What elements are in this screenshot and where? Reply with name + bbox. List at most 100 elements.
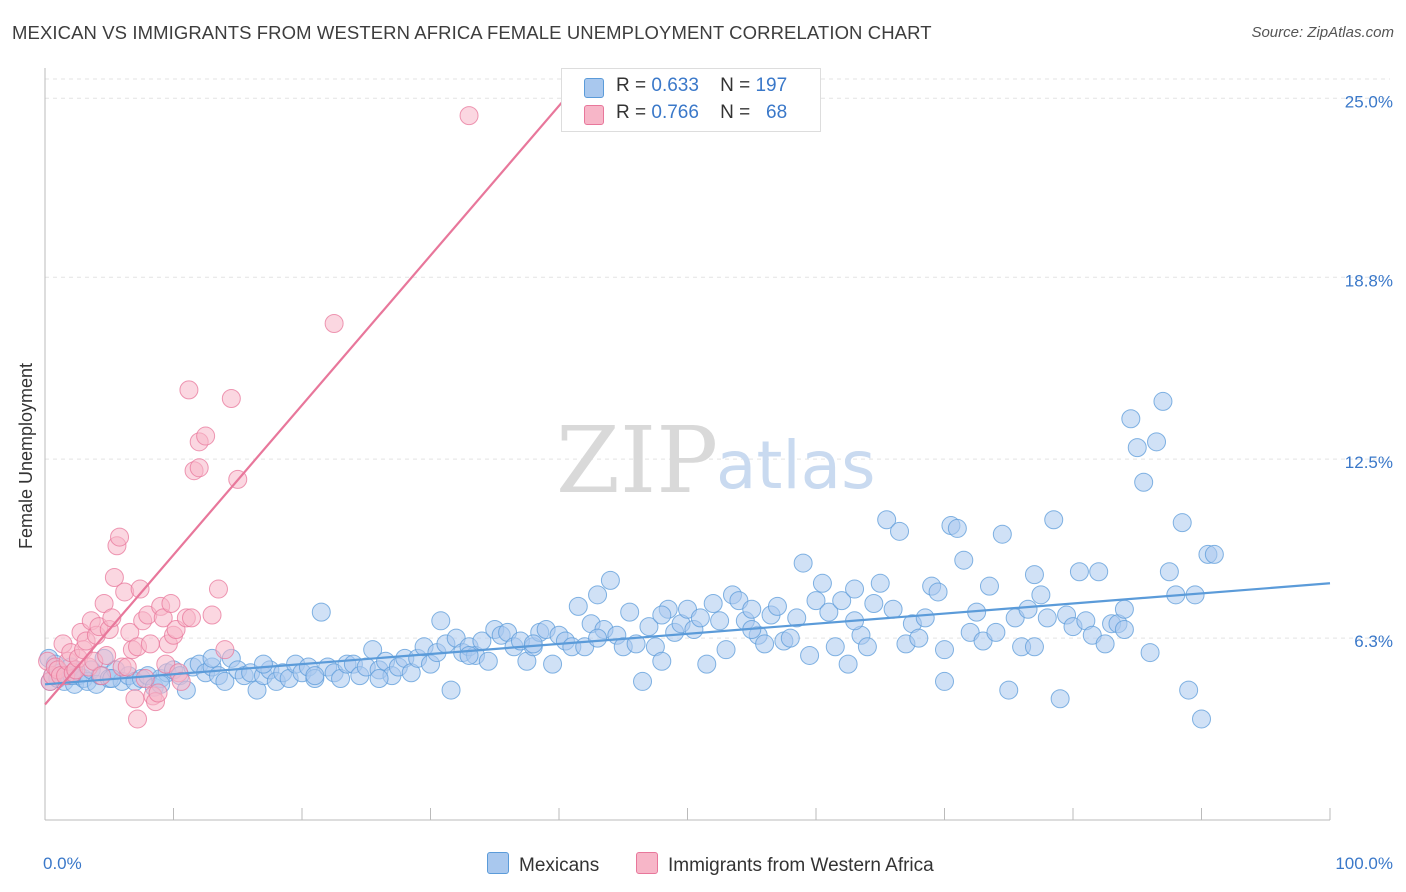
y-tick-label: 25.0%	[1345, 92, 1393, 111]
data-point	[620, 602, 640, 622]
source-label: Source: ZipAtlas.com	[1251, 24, 1394, 41]
watermark-zip: ZIP	[556, 407, 718, 514]
legend-swatch-mexicans	[584, 78, 604, 98]
data-point	[793, 553, 813, 573]
watermark-atlas: atlas	[716, 427, 876, 504]
legend-r-value: 0.766	[651, 102, 699, 123]
data-point	[915, 608, 935, 628]
data-point	[189, 458, 209, 478]
data-point	[755, 634, 775, 654]
data-point	[1159, 562, 1179, 582]
legend-n-label: N =	[720, 102, 751, 123]
data-point	[1172, 513, 1192, 533]
data-point	[1179, 680, 1199, 700]
data-point	[171, 671, 191, 691]
data-point	[202, 605, 222, 625]
data-point	[1114, 619, 1134, 639]
data-point	[1069, 562, 1089, 582]
data-point	[800, 645, 820, 665]
data-point	[954, 550, 974, 570]
data-point	[478, 651, 498, 671]
data-point	[652, 651, 672, 671]
data-point	[588, 628, 608, 648]
data-point	[459, 645, 479, 665]
data-point	[1127, 438, 1147, 458]
data-point	[838, 654, 858, 674]
data-point	[787, 608, 807, 628]
data-point	[947, 518, 967, 538]
data-point	[1024, 565, 1044, 585]
tick-labels: 6.3% 12.5% 18.8% 25.0% 0.0% 100.0%	[43, 92, 1393, 873]
bottom-legend-label: Mexicans	[519, 855, 600, 876]
data-point	[992, 524, 1012, 544]
legend-n-label: N =	[720, 75, 751, 96]
data-point	[161, 593, 181, 613]
data-point	[979, 576, 999, 596]
data-point	[633, 671, 653, 691]
bottom-legend-label: Immigrants from Western Africa	[668, 855, 934, 876]
data-point	[92, 666, 112, 686]
data-point	[1050, 689, 1070, 709]
data-point	[999, 680, 1019, 700]
data-point	[928, 582, 948, 602]
data-point	[600, 570, 620, 590]
legend-r-label: R =	[616, 102, 647, 123]
data-point	[935, 671, 954, 691]
data-point	[909, 628, 929, 648]
data-point	[128, 709, 148, 729]
data-point	[1140, 643, 1160, 663]
data-point	[1089, 562, 1109, 582]
data-point	[125, 689, 145, 709]
data-point	[767, 596, 787, 616]
data-point	[215, 640, 235, 660]
y-tick-label: 6.3%	[1354, 632, 1393, 651]
data-point	[1153, 391, 1173, 411]
data-point	[935, 640, 954, 660]
chart-title: MEXICAN VS IMMIGRANTS FROM WESTERN AFRIC…	[12, 22, 932, 43]
data-point	[1018, 599, 1038, 619]
data-point	[986, 622, 1006, 642]
trend-line	[44, 97, 567, 706]
data-point	[1121, 409, 1141, 429]
data-point	[221, 389, 241, 409]
data-point	[431, 611, 451, 631]
data-point	[459, 106, 479, 126]
bottom-legend-swatch-mexicans	[487, 852, 509, 874]
data-point	[703, 593, 723, 613]
data-point	[1147, 432, 1167, 452]
data-point	[652, 605, 672, 625]
bottom-legend-swatch-immigrants	[636, 852, 658, 874]
data-point	[97, 645, 117, 665]
legend-n-value: 197	[755, 75, 788, 96]
x-tick-label: 100.0%	[1335, 854, 1393, 873]
data-point	[181, 608, 201, 628]
data-point	[130, 579, 150, 599]
data-point	[639, 617, 659, 637]
legend-r-label: R =	[616, 75, 647, 96]
data-point	[812, 573, 832, 593]
data-point	[890, 521, 910, 541]
data-point	[369, 669, 389, 689]
trend-line	[44, 582, 1331, 686]
y-tick-label: 18.8%	[1345, 271, 1393, 290]
data-point	[568, 596, 588, 616]
data-point	[135, 669, 155, 689]
axes	[44, 68, 1331, 821]
correlation-legend: R = 0.633 N = 197 R = 0.766 N = 68	[561, 68, 821, 132]
data-point	[1134, 472, 1154, 492]
data-point	[305, 666, 325, 686]
data-point	[742, 599, 762, 619]
data-point	[1037, 608, 1057, 628]
data-point	[588, 585, 608, 605]
y-tick-label: 12.5%	[1345, 453, 1393, 472]
data-point	[806, 591, 826, 611]
data-point	[1031, 585, 1051, 605]
data-point	[253, 654, 273, 674]
data-point	[104, 568, 124, 588]
data-point	[1114, 599, 1134, 619]
data-point	[117, 657, 137, 677]
data-point	[324, 313, 344, 333]
data-point	[1192, 709, 1211, 729]
data-point	[819, 602, 839, 622]
